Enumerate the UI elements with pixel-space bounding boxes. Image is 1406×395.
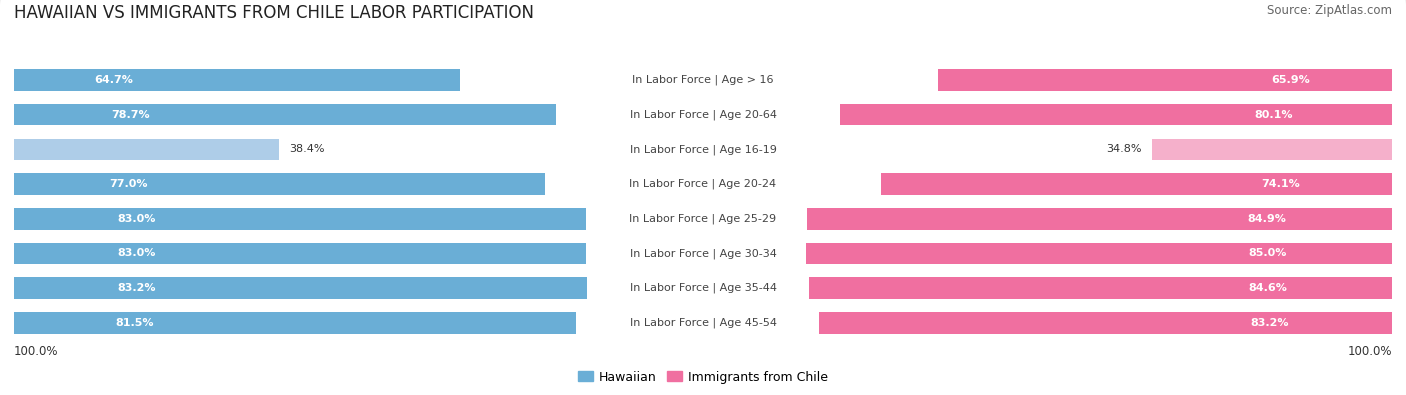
Text: In Labor Force | Age 20-64: In Labor Force | Age 20-64 (630, 109, 776, 120)
Text: HAWAIIAN VS IMMIGRANTS FROM CHILE LABOR PARTICIPATION: HAWAIIAN VS IMMIGRANTS FROM CHILE LABOR … (14, 4, 534, 22)
Bar (14, 277, 588, 299)
Text: In Labor Force | Age 30-34: In Labor Force | Age 30-34 (630, 248, 776, 259)
FancyBboxPatch shape (0, 219, 1406, 395)
FancyBboxPatch shape (0, 0, 1406, 184)
Bar (14, 139, 278, 160)
Bar (808, 277, 1392, 299)
Text: 83.2%: 83.2% (1250, 318, 1289, 328)
Bar (1152, 139, 1392, 160)
Bar (938, 69, 1392, 91)
Bar (14, 173, 544, 195)
Legend: Hawaiian, Immigrants from Chile: Hawaiian, Immigrants from Chile (572, 366, 834, 389)
FancyBboxPatch shape (0, 45, 1406, 254)
Text: 65.9%: 65.9% (1271, 75, 1310, 85)
Bar (14, 243, 586, 264)
Text: 77.0%: 77.0% (110, 179, 148, 189)
Bar (807, 208, 1392, 229)
Text: 84.9%: 84.9% (1247, 214, 1286, 224)
Text: In Labor Force | Age 20-24: In Labor Force | Age 20-24 (630, 179, 776, 189)
Text: 83.0%: 83.0% (117, 248, 155, 258)
Bar (807, 243, 1392, 264)
Text: 85.0%: 85.0% (1249, 248, 1286, 258)
Bar (14, 208, 586, 229)
Bar (818, 312, 1392, 334)
FancyBboxPatch shape (0, 149, 1406, 357)
Bar (14, 312, 575, 334)
Text: 83.0%: 83.0% (117, 214, 155, 224)
Text: 83.2%: 83.2% (117, 283, 156, 293)
FancyBboxPatch shape (0, 115, 1406, 323)
FancyBboxPatch shape (0, 80, 1406, 288)
Text: In Labor Force | Age 16-19: In Labor Force | Age 16-19 (630, 144, 776, 155)
Text: In Labor Force | Age 45-54: In Labor Force | Age 45-54 (630, 318, 776, 328)
Text: 80.1%: 80.1% (1254, 110, 1292, 120)
Bar (14, 104, 557, 126)
Text: In Labor Force | Age > 16: In Labor Force | Age > 16 (633, 75, 773, 85)
Text: 81.5%: 81.5% (115, 318, 153, 328)
Text: 34.8%: 34.8% (1107, 145, 1142, 154)
Bar (841, 104, 1392, 126)
Text: 84.6%: 84.6% (1249, 283, 1286, 293)
FancyBboxPatch shape (0, 184, 1406, 392)
Text: 100.0%: 100.0% (1347, 345, 1392, 358)
Text: 38.4%: 38.4% (290, 145, 325, 154)
Text: In Labor Force | Age 25-29: In Labor Force | Age 25-29 (630, 214, 776, 224)
Text: 100.0%: 100.0% (14, 345, 59, 358)
Text: 78.7%: 78.7% (111, 110, 150, 120)
Bar (14, 69, 460, 91)
Text: Source: ZipAtlas.com: Source: ZipAtlas.com (1267, 4, 1392, 17)
Text: In Labor Force | Age 35-44: In Labor Force | Age 35-44 (630, 283, 776, 293)
Text: 74.1%: 74.1% (1261, 179, 1301, 189)
FancyBboxPatch shape (0, 11, 1406, 219)
Bar (882, 173, 1392, 195)
Text: 64.7%: 64.7% (94, 75, 134, 85)
